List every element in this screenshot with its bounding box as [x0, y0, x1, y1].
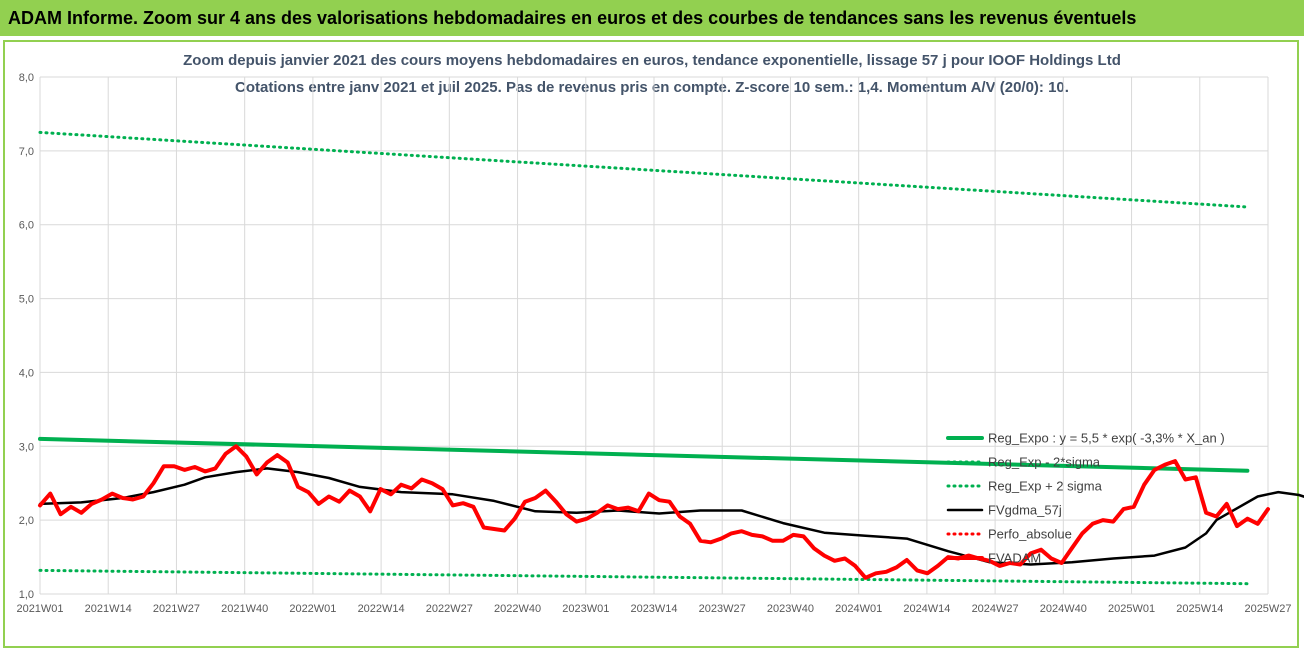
y-tick-label: 7,0	[19, 146, 34, 158]
x-tick-label: 2024W40	[1040, 603, 1087, 615]
x-tick-label: 2024W27	[972, 603, 1019, 615]
series-line-5	[38, 444, 1270, 580]
x-tick-label: 2022W14	[358, 603, 405, 615]
x-tick-label: 2022W27	[426, 603, 473, 615]
x-tick-label: 2022W01	[289, 603, 336, 615]
x-tick-label: 2025W14	[1176, 603, 1223, 615]
legend-label: Reg_Exp + 2 sigma	[988, 479, 1103, 494]
legend-label: FVgdma_57j	[988, 503, 1062, 518]
chart-title: Zoom depuis janvier 2021 des cours moyen…	[183, 52, 1121, 69]
y-tick-label: 3,0	[19, 441, 34, 453]
y-tick-label: 4,0	[19, 367, 34, 379]
legend-label: Reg_Expo : y = 5,5 * exp( -3,3% * X_an )	[988, 431, 1225, 446]
y-tick-label: 6,0	[19, 220, 34, 232]
x-tick-label: 2023W27	[699, 603, 746, 615]
y-tick-label: 1,0	[19, 589, 34, 601]
y-tick-label: 2,0	[19, 515, 34, 527]
x-tick-label: 2023W01	[562, 603, 609, 615]
x-tick-label: 2025W27	[1244, 603, 1291, 615]
series-line-0	[38, 436, 1250, 473]
x-tick-label: 2021W01	[16, 603, 63, 615]
y-tick-label: 5,0	[19, 294, 34, 306]
x-tick-label: 2022W40	[494, 603, 541, 615]
legend-label: Perfo_absolue	[988, 527, 1072, 542]
report-banner: ADAM Informe. Zoom sur 4 ans des valoris…	[0, 0, 1304, 36]
series-lines	[38, 130, 1304, 586]
legend-label: FVADAM	[988, 551, 1041, 566]
series-line-2	[38, 130, 1249, 209]
x-tick-label: 2023W14	[630, 603, 677, 615]
legend: Reg_Expo : y = 5,5 * exp( -3,3% * X_an )…	[946, 431, 1225, 566]
chart-subtitle: Cotations entre janv 2021 et juil 2025. …	[235, 79, 1069, 96]
x-tick-label: 2021W27	[153, 603, 200, 615]
series-line-3	[38, 467, 1304, 566]
y-axis-ticks: 1,0 2,0 3,0 4,0 5,0 6,0 7,0 8,0	[19, 72, 34, 601]
grid-lines	[39, 76, 1269, 595]
x-tick-label: 2021W14	[85, 603, 132, 615]
x-tick-label: 2025W01	[1108, 603, 1155, 615]
y-tick-label: 8,0	[19, 72, 34, 84]
series-line-1	[38, 568, 1249, 586]
legend-label: Reg_Exp - 2*sigma	[988, 455, 1101, 470]
chart-frame	[3, 40, 1299, 648]
x-tick-label: 2021W40	[221, 603, 268, 615]
x-tick-label: 2023W40	[767, 603, 814, 615]
x-axis-ticks: 2021W01 2021W14 2021W27 2021W40 2022W01 2022W…	[16, 603, 1291, 615]
x-tick-label: 2024W14	[903, 603, 950, 615]
x-tick-label: 2024W01	[835, 603, 882, 615]
